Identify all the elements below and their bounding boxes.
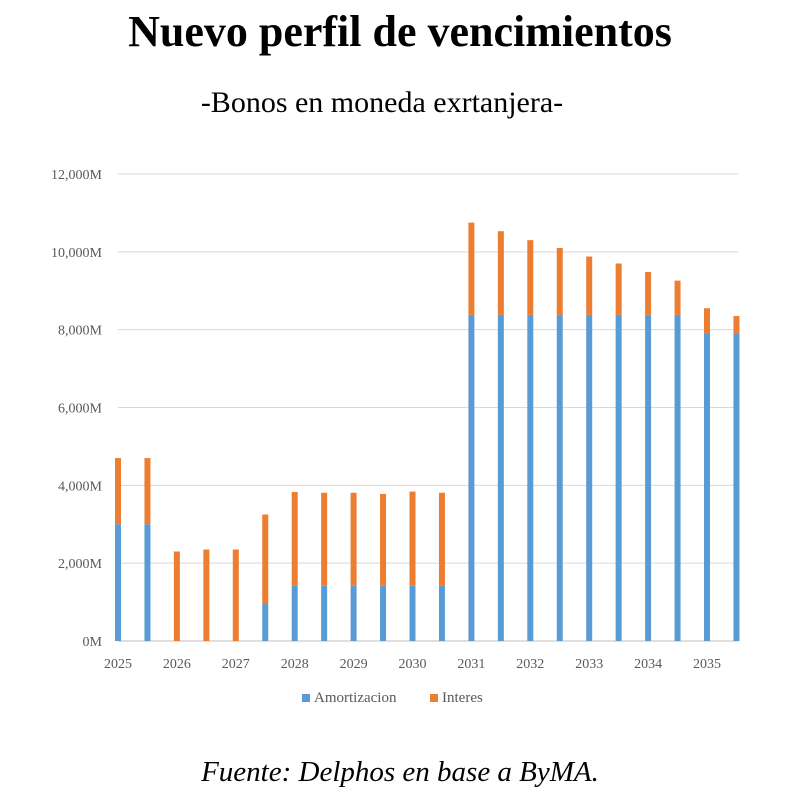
bar-amortizacion [380, 585, 387, 641]
legend-label: Amortizacion [314, 690, 397, 706]
x-tick-label: 2035 [693, 657, 721, 672]
bar-interes [409, 491, 416, 586]
y-tick-label: 8,000M [58, 324, 103, 339]
bar-interes [527, 240, 534, 315]
bar-amortizacion [733, 333, 740, 641]
y-tick-label: 0M [83, 635, 103, 650]
bar-amortizacion [704, 333, 710, 641]
legend-swatch [302, 694, 310, 702]
x-tick-label: 2034 [634, 657, 662, 672]
bar-amortizacion [438, 585, 445, 641]
bar-interes [380, 493, 387, 586]
bar-interes [173, 551, 180, 641]
bar-interes [645, 272, 652, 315]
bar-interes [674, 280, 681, 315]
bar-amortizacion [409, 585, 416, 641]
bar-amortizacion [527, 314, 534, 641]
bar-amortizacion [115, 524, 121, 641]
bar-interes [350, 492, 357, 586]
bar-interes [438, 492, 445, 586]
chart-subtitle: -Bonos en moneda exrtanjera- [200, 86, 564, 119]
bar-interes [497, 231, 504, 315]
bar-interes [704, 308, 710, 334]
legend-label: Interes [442, 690, 483, 706]
bar-interes [586, 256, 593, 315]
x-tick-label: 2033 [575, 657, 603, 672]
x-tick-label: 2026 [163, 657, 191, 672]
bar-amortizacion [674, 314, 681, 641]
bar-interes [232, 549, 239, 641]
bar-interes [733, 316, 740, 334]
x-tick-label: 2027 [222, 657, 250, 672]
bar-interes [468, 222, 475, 315]
bar-interes [115, 458, 121, 525]
bar-amortizacion [350, 585, 357, 641]
stacked-bar-chart: 0M 2,000M 4,000M 6,000M 8,000M 10,000M 12,000M… [51, 168, 740, 706]
x-tick-label: 2029 [340, 657, 368, 672]
bar-interes [144, 458, 151, 525]
x-tick-label: 2028 [281, 657, 309, 672]
bar-amortizacion [615, 314, 622, 641]
bar-amortizacion [468, 314, 475, 641]
bar-amortizacion [321, 585, 328, 641]
legend-swatch [430, 694, 438, 702]
bar-interes [262, 514, 269, 605]
x-tick-label: 2025 [104, 657, 132, 672]
y-tick-label: 4,000M [58, 479, 103, 494]
chart-area: 0M 2,000M 4,000M 6,000M 8,000M 10,000M 12,000M… [0, 150, 800, 730]
x-tick-label: 2032 [516, 657, 544, 672]
bar-interes [556, 247, 563, 315]
chart-title: Nuevo perfil de vencimientos [128, 7, 672, 56]
y-tick-label: 2,000M [58, 557, 103, 572]
bar-interes [203, 549, 210, 641]
x-tick-label: 2030 [399, 657, 427, 672]
y-tick-label: 12,000M [51, 168, 103, 183]
bar-amortizacion [556, 314, 563, 641]
bar-amortizacion [262, 604, 269, 641]
y-tick-label: 10,000M [51, 246, 103, 261]
bar-interes [321, 492, 328, 586]
y-tick-label: 6,000M [58, 402, 103, 417]
bar-amortizacion [144, 524, 151, 641]
bar-amortizacion [586, 314, 593, 641]
bar-interes [291, 491, 298, 586]
bar-amortizacion [497, 314, 504, 641]
bar-amortizacion [645, 314, 652, 641]
source-note: Fuente: Delphos en base a ByMA. [201, 756, 599, 788]
x-tick-label: 2031 [457, 657, 485, 672]
bar-interes [615, 263, 622, 315]
bar-amortizacion [291, 585, 298, 641]
